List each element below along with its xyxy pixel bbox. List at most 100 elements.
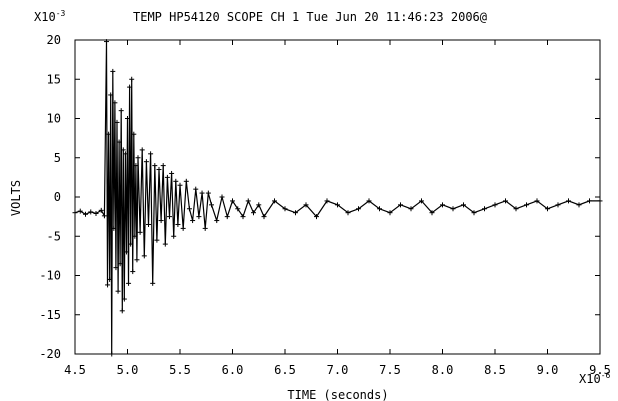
- data-point: [240, 214, 246, 220]
- y-tick-label: -10: [39, 269, 61, 283]
- data-point: [105, 282, 111, 288]
- data-point: [72, 210, 78, 216]
- data-point: [251, 210, 256, 216]
- chart-title: TEMP HP54120 SCOPE CH 1 Tue Jun 20 11:46…: [133, 10, 487, 24]
- data-point: [293, 210, 298, 216]
- data-point: [398, 202, 403, 208]
- data-point: [440, 202, 445, 208]
- x-scale-base: X10: [579, 372, 601, 386]
- data-point: [345, 210, 351, 216]
- data-point: [101, 213, 107, 219]
- data-point: [139, 147, 145, 153]
- data-point: [587, 198, 592, 204]
- data-point: [104, 39, 109, 45]
- data-point: [123, 249, 129, 255]
- data-point: [154, 237, 160, 243]
- data-point: [158, 218, 164, 224]
- x-tick-label: 6.0: [222, 363, 244, 377]
- data-point: [160, 163, 166, 169]
- x-tick-label: 9.5: [589, 363, 611, 377]
- data-point: [272, 198, 277, 204]
- data-point: [137, 229, 143, 235]
- data-point: [482, 206, 487, 212]
- data-point: [106, 131, 112, 137]
- x-axis-label: TIME (seconds): [287, 388, 388, 401]
- y-tick-label: 15: [47, 72, 61, 86]
- y-scale-base: X10: [34, 10, 56, 24]
- data-point: [314, 214, 319, 220]
- data-point: [282, 206, 288, 212]
- data-point: [202, 225, 208, 231]
- data-point: [450, 206, 456, 212]
- data-point: [235, 206, 241, 212]
- data-point: [261, 214, 267, 220]
- data-point: [131, 131, 137, 137]
- data-point: [214, 218, 220, 224]
- data-point: [180, 225, 186, 231]
- data-point: [196, 214, 202, 220]
- data-point: [135, 155, 141, 161]
- data-point: [109, 351, 115, 357]
- x-tick-label: 9.0: [537, 363, 559, 377]
- data-point: [356, 206, 361, 212]
- data-point: [121, 296, 127, 302]
- data-point: [119, 308, 125, 314]
- data-point: [152, 163, 158, 169]
- data-point: [122, 151, 128, 157]
- data-point: [162, 241, 168, 247]
- data-point: [186, 206, 192, 212]
- data-point: [113, 265, 119, 271]
- data-point: [116, 139, 122, 145]
- data-point: [146, 221, 151, 227]
- data-point: [141, 253, 147, 259]
- data-point: [461, 202, 466, 208]
- data-point: [224, 214, 230, 220]
- data-point: [377, 206, 382, 212]
- data-point: [118, 108, 124, 114]
- data-point: [125, 116, 130, 121]
- data-point: [150, 280, 156, 286]
- data-point: [77, 208, 83, 214]
- data-point: [193, 186, 199, 192]
- data-point: [88, 209, 94, 215]
- data-point: [256, 202, 262, 208]
- y-tick-label: -5: [47, 229, 61, 243]
- data-point: [335, 202, 340, 208]
- data-point: [492, 202, 498, 208]
- data-point: [199, 190, 205, 196]
- data-point: [555, 202, 561, 208]
- x-tick-label: 5.5: [169, 363, 191, 377]
- data-point: [366, 198, 372, 204]
- data-point: [190, 218, 196, 224]
- y-tick-label: 20: [47, 33, 61, 47]
- data-point: [114, 119, 120, 125]
- y-tick-label: 5: [54, 151, 61, 165]
- data-point: [93, 210, 99, 216]
- y-axis: 20 15 10 5 0 -5 -10 -15 -20: [39, 33, 600, 361]
- y-tick-label: 10: [47, 112, 61, 126]
- x-tick-label: 5.0: [117, 363, 139, 377]
- x-tick-label: 8.5: [484, 363, 506, 377]
- data-point: [126, 280, 132, 286]
- data-point: [134, 257, 140, 263]
- data-point: [576, 202, 582, 208]
- data-point: [219, 194, 225, 200]
- x-scale-exponent: -6: [601, 371, 611, 380]
- data-point: [133, 163, 139, 169]
- data-point: [130, 269, 136, 275]
- data-point: [173, 178, 179, 184]
- data-point: [534, 198, 540, 204]
- data-point: [111, 225, 117, 231]
- data-point: [183, 178, 189, 184]
- data-point: [205, 190, 211, 196]
- data-point: [148, 151, 154, 157]
- data-point: [83, 211, 88, 217]
- x-scale-label: X10-6: [579, 371, 611, 386]
- data-point: [164, 174, 170, 180]
- x-tick-label: 4.5: [64, 363, 86, 377]
- data-point: [387, 210, 393, 216]
- data-point: [545, 206, 550, 212]
- y-axis-label: VOLTS: [9, 180, 23, 216]
- data-point: [419, 198, 424, 204]
- data-point: [127, 84, 133, 90]
